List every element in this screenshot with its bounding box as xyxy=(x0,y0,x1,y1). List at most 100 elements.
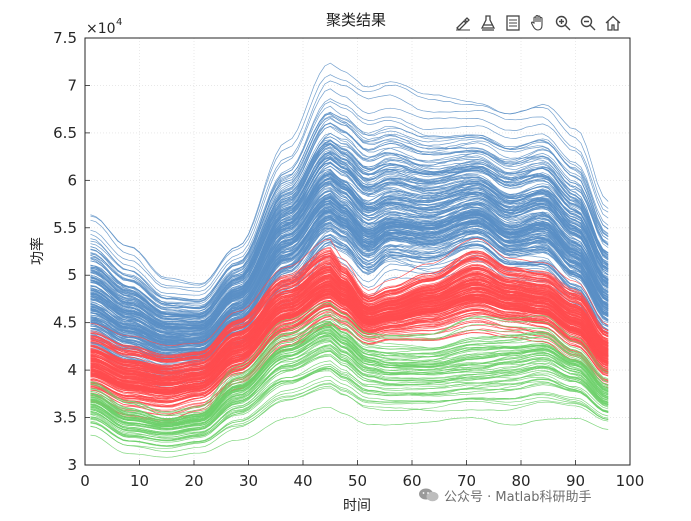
series-line xyxy=(90,80,609,289)
series-line xyxy=(90,113,609,307)
series-line xyxy=(90,172,609,330)
series-line xyxy=(90,339,609,430)
series-line xyxy=(90,340,609,431)
home-icon[interactable] xyxy=(602,12,624,34)
y-axis-ticks: 3 3.5 4 4.5 5 5.5 6 6.5 7 7.5 xyxy=(53,29,90,474)
series-line xyxy=(90,196,609,343)
y-tick-label: 7.5 xyxy=(53,29,77,47)
data-tips-icon[interactable] xyxy=(477,12,499,34)
y-tick-label: 3 xyxy=(67,456,77,474)
x-tick-label: 70 xyxy=(457,472,476,490)
series-line xyxy=(90,350,609,434)
legend-icon[interactable] xyxy=(502,12,524,34)
series-line xyxy=(90,146,609,318)
series-line xyxy=(90,175,609,334)
series-line xyxy=(90,383,609,447)
series-line xyxy=(90,183,609,336)
x-tick-label: 20 xyxy=(184,472,203,490)
series-line xyxy=(90,267,609,371)
series-line xyxy=(90,162,609,323)
series-line xyxy=(90,192,609,338)
series-line xyxy=(90,353,609,436)
series-line xyxy=(90,299,609,399)
plot-lines xyxy=(90,62,609,458)
y-tick-label: 6.5 xyxy=(53,124,77,142)
series-line xyxy=(90,315,609,419)
series-line xyxy=(90,115,609,304)
series-line xyxy=(90,178,609,335)
y-tick-label: 3.5 xyxy=(53,409,77,427)
series-line xyxy=(90,113,609,301)
series-line xyxy=(90,62,609,285)
series-line xyxy=(90,328,609,425)
series-line xyxy=(90,173,609,327)
series-line xyxy=(90,333,609,429)
wechat-icon xyxy=(419,488,439,502)
series-line xyxy=(90,140,609,319)
series-line xyxy=(90,177,609,327)
series-line xyxy=(90,88,609,292)
series-line xyxy=(90,249,609,360)
series-line xyxy=(90,294,609,392)
x-tick-label: 50 xyxy=(348,472,367,490)
x-tick-label: 40 xyxy=(293,472,312,490)
figure-toolbar xyxy=(452,10,624,36)
series-line xyxy=(90,150,609,317)
zoom-in-icon[interactable] xyxy=(552,12,574,34)
zoom-out-icon[interactable] xyxy=(577,12,599,34)
x-tick-label: 30 xyxy=(239,472,258,490)
series-line xyxy=(90,297,609,395)
series-line xyxy=(90,256,609,363)
y-tick-label: 7 xyxy=(67,76,77,94)
watermark: 公众号 · Matlab科研助手 xyxy=(418,484,592,506)
series-line xyxy=(90,143,609,315)
series-line xyxy=(90,190,609,334)
series-line xyxy=(90,304,609,402)
series-line xyxy=(90,315,609,412)
x-tick-label: 0 xyxy=(80,472,90,490)
series-line xyxy=(90,290,609,394)
series-line xyxy=(90,227,609,364)
series-line xyxy=(90,375,609,447)
series-line xyxy=(90,162,609,326)
series-line xyxy=(90,323,609,421)
cluster-3 xyxy=(90,302,609,458)
y-tick-label: 4 xyxy=(67,361,77,379)
series-line xyxy=(90,154,609,319)
series-line xyxy=(90,311,609,408)
series-line xyxy=(90,309,609,416)
series-line xyxy=(90,385,609,449)
brush-icon[interactable] xyxy=(452,12,474,34)
y-axis-label: 功率 xyxy=(29,237,46,265)
series-line xyxy=(90,212,609,350)
series-line xyxy=(90,210,609,354)
series-line xyxy=(90,335,609,428)
series-line xyxy=(90,335,609,427)
series-line xyxy=(90,270,609,378)
series-line xyxy=(90,282,609,386)
series-line xyxy=(90,265,609,373)
y-tick-label: 5.5 xyxy=(53,219,77,237)
series-line xyxy=(90,257,609,367)
x-axis-ticks: 0 10 20 30 40 50 60 70 80 90 100 xyxy=(80,460,644,490)
chart-title: 聚类结果 xyxy=(326,11,386,29)
series-line xyxy=(90,123,609,309)
pan-icon[interactable] xyxy=(527,12,549,34)
x-tick-label: 10 xyxy=(130,472,149,490)
x-axis-label: 时间 xyxy=(343,498,371,514)
cluster-2 xyxy=(90,238,609,423)
x-tick-label: 90 xyxy=(566,472,585,490)
series-line xyxy=(90,299,609,400)
series-line xyxy=(90,355,609,435)
y-tick-label: 4.5 xyxy=(53,314,77,332)
series-line xyxy=(90,142,609,315)
series-line xyxy=(90,136,609,314)
y-exponent-power: 4 xyxy=(116,17,122,28)
y-tick-label: 5 xyxy=(67,266,77,284)
series-line xyxy=(90,260,609,367)
series-line xyxy=(90,206,609,345)
series-line xyxy=(90,101,609,303)
x-tick-label: 100 xyxy=(616,472,645,490)
series-line xyxy=(90,365,609,439)
